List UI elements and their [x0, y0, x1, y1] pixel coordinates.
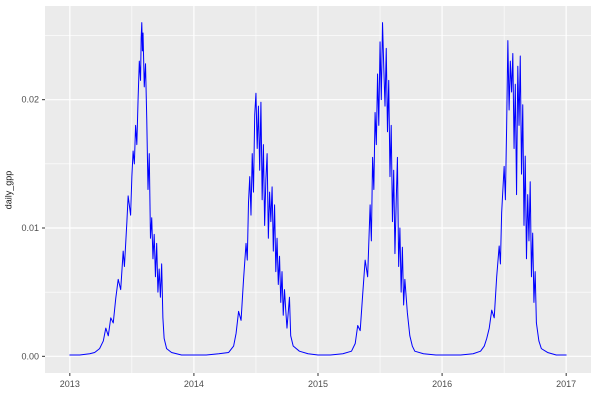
y-tick-label: 0.00 [21, 351, 39, 361]
x-tick-label: 2016 [432, 379, 452, 389]
series-line-daily_gpp [69, 22, 567, 356]
y-tick-label: 0.02 [21, 95, 39, 105]
x-tick-label: 2014 [184, 379, 204, 389]
x-tick-label: 2013 [60, 379, 80, 389]
y-tick-label: 0.01 [21, 223, 39, 233]
x-tick-label: 2015 [308, 379, 328, 389]
x-tick-label: 2017 [556, 379, 576, 389]
